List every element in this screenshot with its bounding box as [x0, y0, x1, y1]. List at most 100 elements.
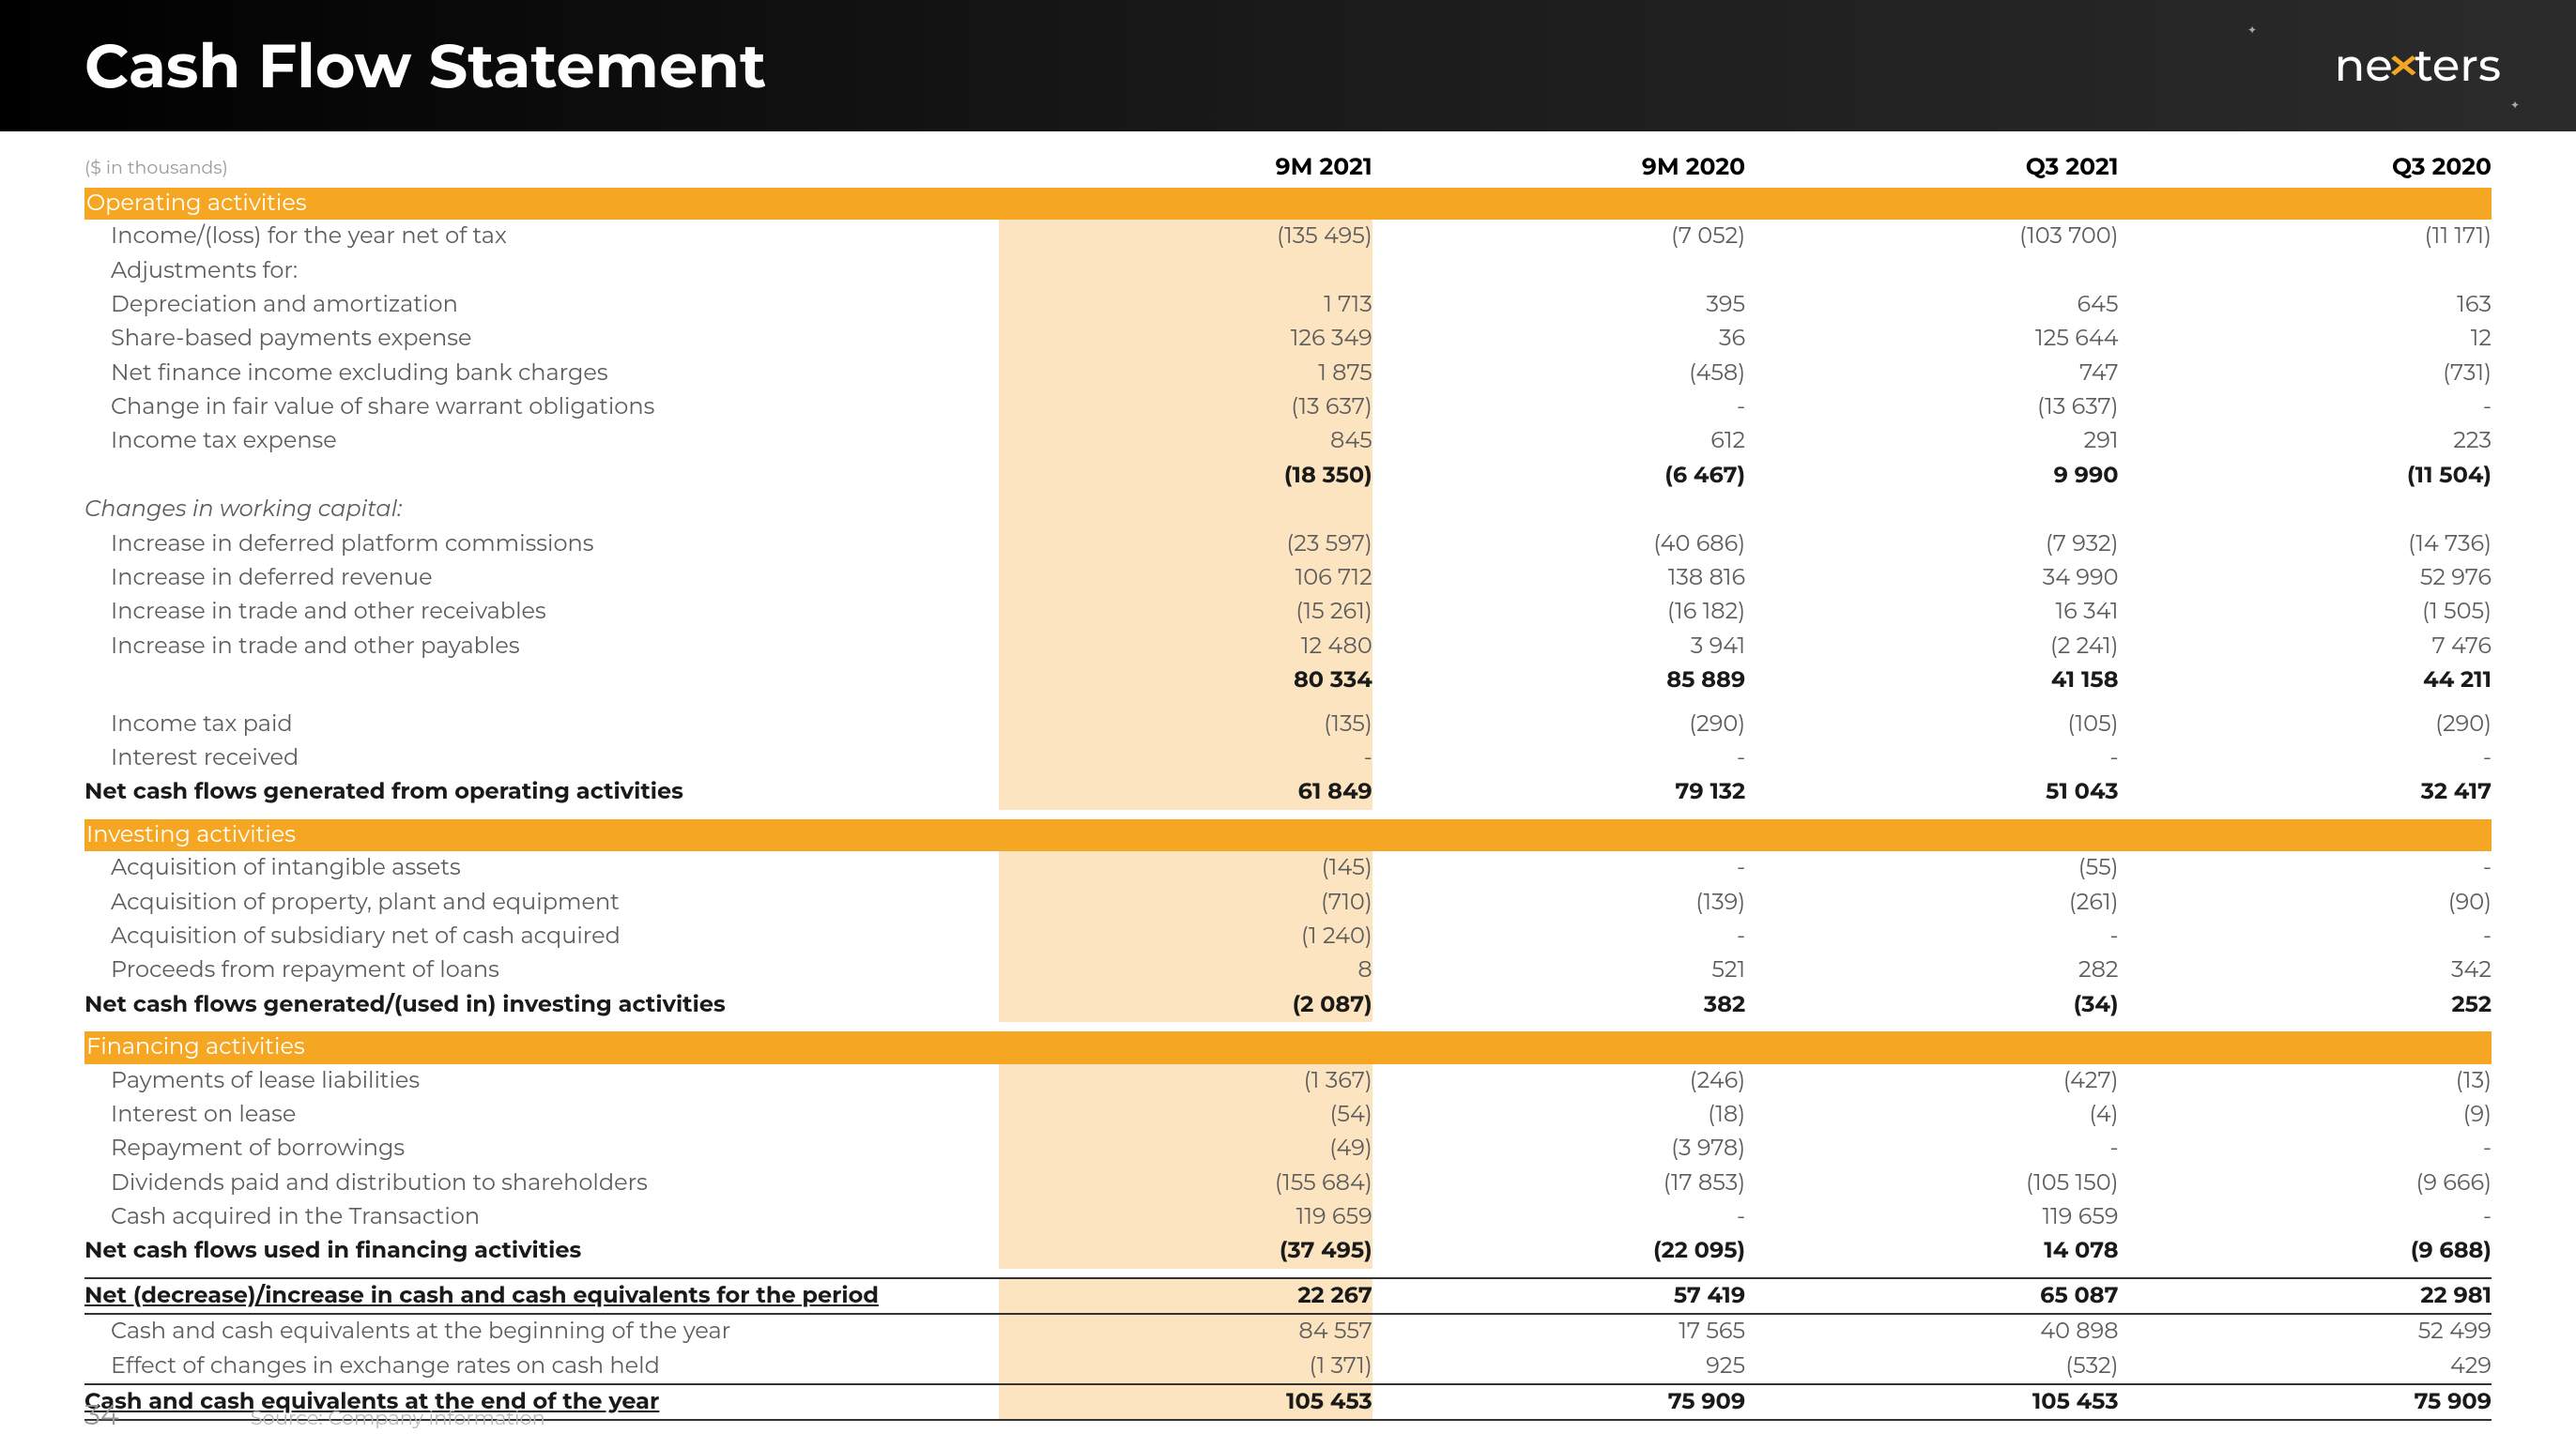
net-operating-row: Net cash flows generated from operating … [84, 775, 2492, 809]
row-label: Net cash flows generated/(used in) inves… [84, 988, 999, 1022]
cell: 119 659 [999, 1200, 1372, 1234]
cell: (1 367) [999, 1064, 1372, 1098]
cell: 106 712 [999, 561, 1372, 595]
cell: - [2119, 741, 2492, 775]
cell: 1 713 [999, 288, 1372, 322]
cell: - [1372, 851, 1745, 885]
section-label: Operating activities [84, 188, 2492, 220]
cell: (9 688) [2119, 1234, 2492, 1268]
cell: (532) [1745, 1350, 2118, 1384]
row-label: Interest on lease [84, 1098, 999, 1132]
row-label: Acquisition of intangible assets [84, 851, 999, 885]
cell: 32 417 [2119, 775, 2492, 809]
row-label: Cash acquired in the Transaction [84, 1200, 999, 1234]
cell: (290) [2119, 708, 2492, 741]
table-row: Net finance income excluding bank charge… [84, 357, 2492, 390]
cell: 57 419 [1372, 1278, 1745, 1314]
table-row: Adjustments for: [84, 254, 2492, 288]
cell: - [1745, 741, 2118, 775]
cell: 75 909 [2119, 1384, 2492, 1420]
cell: 119 659 [1745, 1200, 2118, 1234]
cell: 105 453 [999, 1384, 1372, 1420]
cell: 36 [1372, 322, 1745, 356]
row-label: Income/(loss) for the year net of tax [84, 220, 999, 253]
cell: 342 [2119, 953, 2492, 987]
row-label: Increase in deferred revenue [84, 561, 999, 595]
row-label: Payments of lease liabilities [84, 1064, 999, 1098]
page-number: 34 [84, 1397, 119, 1432]
cell: - [2119, 851, 2492, 885]
cell [2119, 493, 2492, 526]
row-label: Increase in deferred platform commission… [84, 527, 999, 561]
table-row: Proceeds from repayment of loans85212823… [84, 953, 2492, 987]
table-row: Interest on lease(54)(18)(4)(9) [84, 1098, 2492, 1132]
table-row: Changes in working capital: [84, 493, 2492, 526]
cell: (427) [1745, 1064, 2118, 1098]
cell: (15 261) [999, 595, 1372, 629]
col-header: Q3 2021 [1745, 150, 2118, 188]
logo: ne✕ters [2335, 38, 2501, 93]
cell: 34 990 [1745, 561, 2118, 595]
cell: 163 [2119, 288, 2492, 322]
header: Cash Flow Statement ne✕ters [0, 0, 2576, 131]
row-label: Change in fair value of share warrant ob… [84, 390, 999, 424]
cell: 223 [2119, 424, 2492, 458]
cell: (9) [2119, 1098, 2492, 1132]
table-row: Increase in trade and other payables12 4… [84, 630, 2492, 663]
cell: 41 158 [1745, 663, 2118, 697]
cell: (105 150) [1745, 1167, 2118, 1200]
cell: 14 078 [1745, 1234, 2118, 1268]
table-header-row: ($ in thousands) 9M 2021 9M 2020 Q3 2021… [84, 150, 2492, 188]
cell: 52 976 [2119, 561, 2492, 595]
section-label: Financing activities [84, 1031, 2492, 1063]
cell: 126 349 [999, 322, 1372, 356]
cell: 22 267 [999, 1278, 1372, 1314]
cell: 125 644 [1745, 322, 2118, 356]
net-investing-row: Net cash flows generated/(used in) inves… [84, 988, 2492, 1022]
cell: 138 816 [1372, 561, 1745, 595]
cell: 645 [1745, 288, 2118, 322]
cell: (14 736) [2119, 527, 2492, 561]
cell: (54) [999, 1098, 1372, 1132]
row-label: Income tax paid [84, 708, 999, 741]
table-row: Cash acquired in the Transaction119 659-… [84, 1200, 2492, 1234]
cell: 75 909 [1372, 1384, 1745, 1420]
cell: 85 889 [1372, 663, 1745, 697]
cell: (13 637) [1745, 390, 2118, 424]
cell [1372, 493, 1745, 526]
cell [1745, 254, 2118, 288]
cell: 105 453 [1745, 1384, 2118, 1420]
cell: 521 [1372, 953, 1745, 987]
cell [2119, 254, 2492, 288]
row-label: Net cash flows generated from operating … [84, 775, 999, 809]
cell: (155 684) [999, 1167, 1372, 1200]
cell: 429 [2119, 1350, 2492, 1384]
spacer [84, 810, 2492, 819]
col-header: 9M 2020 [1372, 150, 1745, 188]
row-label: Depreciation and amortization [84, 288, 999, 322]
cell: (139) [1372, 886, 1745, 920]
table-row: Increase in trade and other receivables(… [84, 595, 2492, 629]
cell: - [1745, 1132, 2118, 1166]
cell: (1 371) [999, 1350, 1372, 1384]
cell: - [2119, 920, 2492, 953]
cell [999, 254, 1372, 288]
cell: 1 875 [999, 357, 1372, 390]
cell: (145) [999, 851, 1372, 885]
cell: 79 132 [1372, 775, 1745, 809]
row-label: Net finance income excluding bank charge… [84, 357, 999, 390]
cell: (1 240) [999, 920, 1372, 953]
cell: (731) [2119, 357, 2492, 390]
cell: (13) [2119, 1064, 2492, 1098]
cell: 747 [1745, 357, 2118, 390]
cell [999, 493, 1372, 526]
cell: 395 [1372, 288, 1745, 322]
table-row: Cash and cash equivalents at the beginni… [84, 1314, 2492, 1349]
cell: 61 849 [999, 775, 1372, 809]
cell: (17 853) [1372, 1167, 1745, 1200]
cell: 252 [2119, 988, 2492, 1022]
cell: (710) [999, 886, 1372, 920]
cell: - [2119, 1200, 2492, 1234]
cell: 51 043 [1745, 775, 2118, 809]
cell: (34) [1745, 988, 2118, 1022]
